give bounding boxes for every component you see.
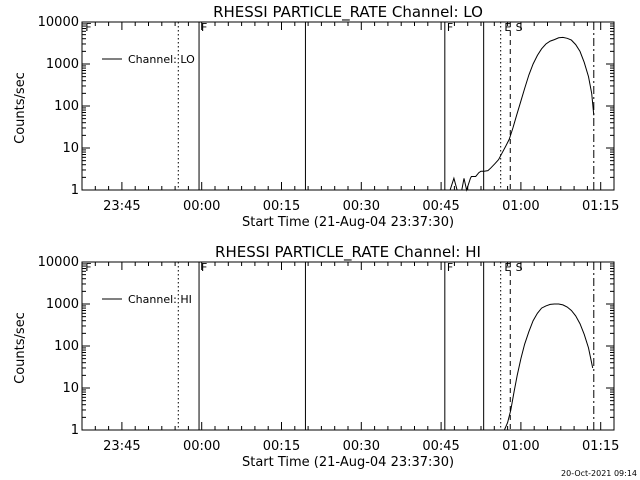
y-tick-label: 1000: [46, 297, 79, 312]
x-tick-label: 01:00: [502, 439, 539, 454]
x-tick-label: 01:15: [582, 199, 619, 214]
flag-label: F: [201, 21, 207, 34]
flag-label: S: [516, 21, 523, 34]
flag-label: E: [504, 21, 511, 34]
flag-label: F: [85, 21, 91, 34]
flag-label: S: [516, 261, 523, 274]
series-line-channel-hi: [503, 303, 594, 431]
plot-frame: [81, 261, 615, 431]
legend-label: Channel: LO: [128, 53, 195, 66]
flag-label: F: [85, 261, 91, 274]
y-tick-label: 1000: [46, 57, 79, 72]
panel-lo: RHESSI PARTICLE_RATE Channel: LO 1101001…: [13, 3, 619, 230]
x-axis-label: Start Time (21-Aug-04 23:37:30): [242, 215, 454, 230]
x-tick-label: 01:15: [582, 439, 619, 454]
x-tick-label: 00:30: [343, 199, 380, 214]
panel-lo-plot: 1 10 100 1000 10000 23:45 00:00 00:15 00:30 00:45…: [38, 15, 620, 214]
y-tick-label: 10: [62, 141, 79, 156]
x-tick-label: 00:30: [343, 439, 380, 454]
panel-hi-plot: 1 10 100 1000 10000 23:45 00:00 00:15 00:30 00:45…: [38, 255, 620, 454]
legend-label: Channel: HI: [128, 293, 192, 306]
x-tick-label: 00:45: [422, 439, 459, 454]
plot-frame: [81, 21, 615, 191]
y-tick-label: 1: [71, 183, 79, 198]
chart-title: RHESSI PARTICLE_RATE Channel: LO: [213, 3, 483, 22]
y-tick-label: 10000: [38, 15, 79, 30]
x-axis-label: Start Time (21-Aug-04 23:37:30): [242, 455, 454, 470]
x-tick-label: 00:45: [422, 199, 459, 214]
y-axis-label: Counts/sec: [13, 72, 28, 144]
x-tick-label: 00:00: [183, 439, 220, 454]
y-tick-label: 100: [54, 99, 79, 114]
chart-title: RHESSI PARTICLE_RATE Channel: HI: [215, 243, 481, 262]
x-tick-label: 01:00: [502, 199, 539, 214]
footer-timestamp: 20-Oct-2021 09:14: [561, 469, 637, 478]
flag-label: F: [447, 21, 453, 34]
panel-hi: RHESSI PARTICLE_RATE Channel: HI 1101001…: [13, 243, 619, 470]
y-tick-label: 10: [62, 381, 79, 396]
series-line-channel-lo: [449, 36, 595, 192]
x-tick-label: 23:45: [103, 439, 140, 454]
x-tick-label: 00:15: [263, 199, 300, 214]
y-axis-label: Counts/sec: [13, 312, 28, 384]
flag-label: F: [201, 261, 207, 274]
x-tick-label: 23:45: [103, 199, 140, 214]
flag-label: E: [504, 261, 511, 274]
y-tick-label: 1: [71, 423, 79, 438]
flag-label: F: [447, 261, 453, 274]
x-tick-label: 00:15: [263, 439, 300, 454]
y-tick-label: 10000: [38, 255, 79, 270]
y-tick-label: 100: [54, 339, 79, 354]
x-tick-label: 00:00: [183, 199, 220, 214]
